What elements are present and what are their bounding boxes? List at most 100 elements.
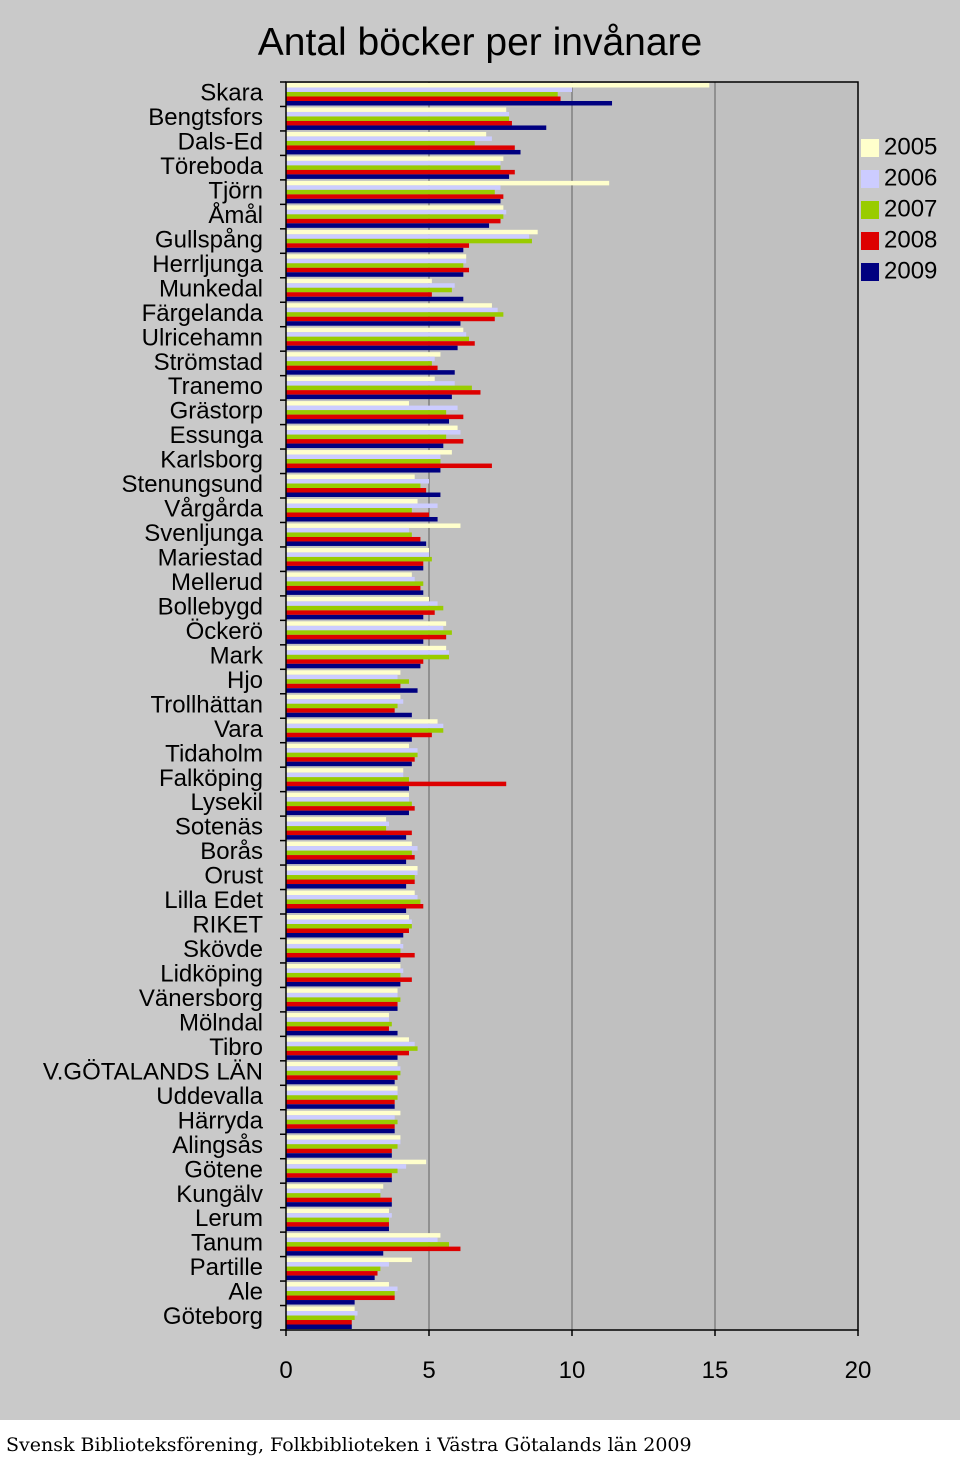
bar — [286, 596, 429, 602]
legend-label: 2009 — [884, 257, 937, 284]
category-label: Mariestad — [158, 545, 263, 572]
bar — [286, 963, 401, 969]
bar — [286, 694, 401, 700]
bar — [286, 590, 424, 595]
bar — [286, 561, 424, 566]
bar — [286, 229, 538, 235]
bar — [286, 952, 415, 958]
bar — [286, 630, 452, 635]
bar — [286, 801, 412, 807]
category-label: Tranemo — [168, 373, 263, 400]
bar — [286, 198, 501, 204]
bar — [286, 1006, 398, 1011]
bar — [286, 761, 412, 767]
bar — [286, 414, 464, 420]
bar — [286, 1017, 389, 1022]
bar — [286, 835, 407, 840]
bar — [286, 777, 409, 782]
bar — [286, 1110, 401, 1116]
bar — [286, 149, 521, 155]
category-label: Töreboda — [160, 153, 263, 180]
bar — [286, 468, 441, 473]
category-label: Sotenäs — [175, 814, 263, 841]
bar — [286, 419, 450, 424]
bar — [286, 639, 424, 644]
bar — [286, 145, 515, 150]
legend-swatch — [861, 232, 879, 250]
bar — [286, 768, 404, 773]
bar — [286, 797, 409, 802]
bar — [286, 287, 452, 293]
bar — [286, 674, 398, 680]
category-label: Vara — [214, 716, 264, 743]
bar — [286, 781, 507, 787]
legend-swatch — [861, 263, 879, 281]
bar — [286, 341, 475, 346]
bar — [286, 336, 470, 342]
category-label: Bengtsfors — [148, 104, 263, 131]
bar — [286, 890, 415, 896]
category-label: Strömstad — [154, 349, 263, 376]
bar — [286, 1070, 401, 1076]
bar — [286, 214, 504, 219]
bar — [286, 737, 412, 742]
bar — [286, 430, 461, 435]
bar — [286, 772, 404, 778]
category-label: Stenungsund — [122, 471, 263, 498]
bar — [286, 327, 464, 333]
bar — [286, 748, 418, 753]
bar — [286, 303, 492, 308]
bar — [286, 565, 424, 571]
bar — [286, 263, 464, 268]
bar — [286, 943, 404, 949]
bar — [286, 100, 613, 106]
bar — [286, 381, 455, 386]
legend-label: 2008 — [884, 226, 937, 253]
bar — [286, 621, 447, 626]
category-label: Tibro — [209, 1034, 263, 1061]
bar — [286, 879, 415, 885]
category-label: Tanum — [191, 1230, 263, 1257]
bar — [286, 532, 412, 537]
bar — [286, 1251, 384, 1256]
bar — [286, 243, 470, 248]
bar — [286, 1311, 358, 1316]
bar — [286, 488, 427, 493]
x-tick-label: 20 — [845, 1357, 872, 1384]
bar — [286, 821, 389, 827]
bar — [286, 948, 401, 953]
bar — [286, 498, 418, 504]
category-label: Götene — [184, 1156, 263, 1183]
bar — [286, 125, 547, 130]
bar — [286, 1188, 381, 1194]
bar — [286, 810, 409, 816]
bar — [286, 855, 415, 860]
bar — [286, 826, 387, 831]
bar — [286, 719, 438, 724]
bar — [286, 683, 401, 689]
category-label: Partille — [190, 1254, 263, 1281]
bar — [286, 699, 404, 704]
bar — [286, 1153, 392, 1158]
bar — [286, 463, 492, 469]
bar — [286, 1282, 389, 1287]
bar — [286, 859, 407, 865]
bar — [286, 884, 407, 889]
bar — [286, 1262, 389, 1267]
bar — [286, 1086, 398, 1091]
bar — [286, 474, 415, 480]
bar — [286, 258, 467, 264]
bar — [286, 492, 441, 498]
chart-title: Antal böcker per invånare — [258, 21, 702, 64]
bar — [286, 972, 401, 978]
bar — [286, 516, 438, 522]
bar — [286, 743, 409, 749]
category-label: Dals-Ed — [178, 129, 263, 156]
bar — [286, 1090, 398, 1096]
bar — [286, 131, 487, 137]
bar — [286, 394, 452, 400]
bar — [286, 610, 435, 615]
category-label: Lerum — [195, 1205, 263, 1232]
bar — [286, 723, 444, 729]
bar — [286, 1119, 398, 1125]
